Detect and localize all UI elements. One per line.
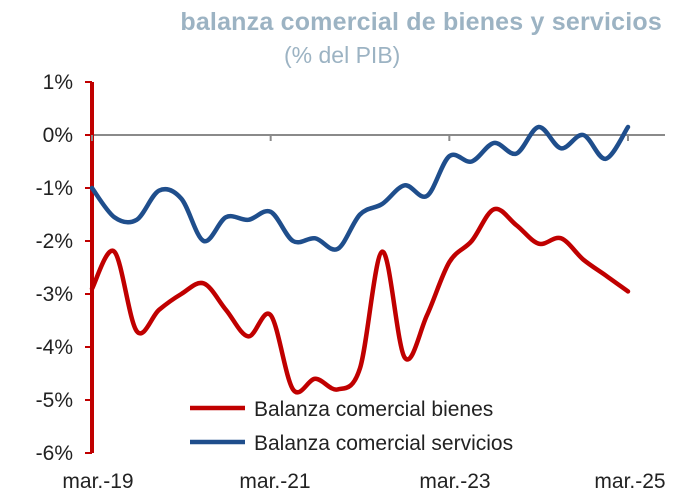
- x-tick-label: mar.-19: [62, 470, 133, 493]
- x-tick-label: mar.-25: [594, 470, 665, 493]
- axes: 1% 0% -1% -2% -3% -4% -5% -6% mar.-19 mar.-21 mar.…: [36, 71, 666, 493]
- y-tick-label: 0%: [43, 124, 73, 147]
- x-tick-label: mar.-23: [419, 470, 490, 493]
- y-tick-label: -2%: [36, 230, 73, 253]
- series-lines: [89, 124, 631, 395]
- y-tick-label: -6%: [36, 442, 73, 465]
- y-tick-label: -3%: [36, 283, 73, 306]
- legend-label: Balanza comercial servicios: [254, 432, 513, 455]
- legend-label: Balanza comercial bienes: [254, 398, 493, 421]
- chart-title: balanza comercial de bienes y servicios: [180, 8, 662, 36]
- chart-subtitle: (% del PIB): [284, 42, 401, 68]
- x-tick-label: mar.-21: [239, 470, 310, 493]
- legend: Balanza comercial bienes Balanza comercia…: [190, 398, 513, 455]
- y-tick-label: 1%: [43, 71, 73, 94]
- y-tick-label: -5%: [36, 389, 73, 412]
- series-servicios-line: [89, 124, 631, 252]
- y-tick-label: -1%: [36, 177, 73, 200]
- series-bienes-line: [89, 206, 631, 395]
- y-tick-label: -4%: [36, 336, 73, 359]
